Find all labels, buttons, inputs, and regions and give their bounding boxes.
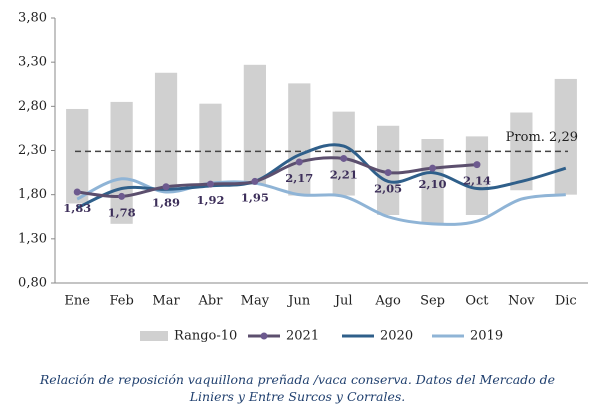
legend-marker [260, 332, 268, 340]
x-tick-label: May [241, 294, 270, 309]
y-tick-label: 0,80 [18, 276, 47, 291]
point [73, 188, 81, 196]
point [251, 177, 259, 185]
range-bar [421, 139, 444, 224]
x-tick-label: Jun [286, 294, 311, 309]
x-tick-label: Ene [64, 294, 90, 309]
point [206, 180, 214, 188]
x-tick-label: Abr [197, 294, 223, 309]
range-bar [554, 78, 577, 195]
point [429, 164, 437, 172]
y-tick-label: 1,30 [18, 231, 47, 246]
y-tick-label: 1,80 [18, 187, 47, 202]
range-bar [465, 136, 489, 215]
range-bar [66, 108, 89, 204]
point [384, 169, 392, 177]
point [295, 158, 303, 166]
caption: Relación de reposición vaquillona preñad… [39, 372, 556, 387]
reference-label: Prom. 2,29 [506, 130, 578, 145]
y-tick-label: 2,30 [18, 143, 47, 158]
caption: Liniers y Entre Surcos y Corrales. [189, 389, 406, 404]
legend-swatch [140, 331, 168, 341]
legend-label: 2019 [470, 329, 503, 344]
data-label: 1,78 [108, 205, 136, 219]
data-label: 2,14 [463, 174, 491, 188]
x-tick-label: Dic [555, 294, 577, 309]
range-bar [288, 83, 311, 196]
y-tick-label: 3,80 [18, 11, 47, 26]
x-tick-label: Sep [420, 294, 445, 309]
series-line [76, 177, 566, 226]
series-line [76, 143, 567, 210]
data-label: 1,89 [152, 196, 180, 210]
data-label: 1,95 [241, 190, 269, 204]
legend-label: 2021 [286, 329, 319, 344]
data-label: 2,10 [419, 177, 447, 191]
legend-label: 2020 [380, 329, 413, 344]
range-bar [154, 72, 178, 191]
point [162, 183, 170, 191]
data-label: 2,21 [330, 167, 358, 181]
x-tick-label: Ago [374, 294, 401, 309]
legend-label: Rango-10 [174, 329, 237, 344]
data-label: 2,05 [374, 182, 402, 196]
point [473, 161, 481, 169]
x-tick-label: Feb [109, 294, 133, 309]
range-bar [243, 64, 266, 185]
range-bar [199, 103, 222, 185]
y-tick-label: 2,80 [18, 99, 47, 114]
x-tick-label: Jul [333, 294, 353, 309]
point [340, 154, 348, 162]
chart: 0,80 1,30 1,80 2,30 2,80 3,30 3,80 Ene Feb Mar Abr… [18, 11, 588, 344]
data-label: 1,92 [196, 193, 224, 207]
range-bar [332, 111, 355, 196]
x-tick-label: Oct [465, 294, 489, 309]
range-bar [510, 112, 533, 191]
series-line [77, 156, 478, 199]
x-tick-label: Mar [152, 294, 180, 309]
x-tick-label: Nov [508, 294, 535, 309]
range-bar [110, 101, 133, 224]
data-label: 1,83 [63, 201, 91, 215]
y-tick-label: 3,30 [18, 55, 47, 70]
data-label: 2,17 [285, 171, 313, 185]
point [118, 192, 126, 200]
